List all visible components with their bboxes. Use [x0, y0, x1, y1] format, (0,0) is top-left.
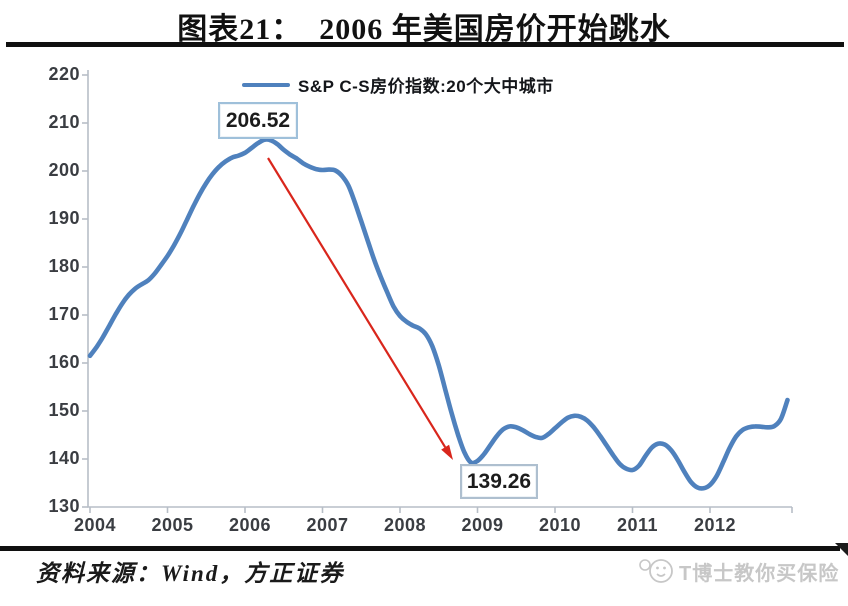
crash-arrow-line: [267, 157, 447, 448]
axes: [87, 70, 792, 508]
price-index-line: [87, 137, 790, 491]
x-tick-label: 2010: [538, 515, 582, 535]
x-tick-label: 2004: [73, 515, 117, 535]
x-tick-label: 2008: [383, 515, 427, 535]
chart-legend: S&P C-S房价指数:20个大中城市: [242, 72, 554, 97]
watermark-logo-icon: [639, 559, 673, 583]
x-tick-label: 2005: [151, 515, 194, 535]
y-tick-label: 130: [48, 496, 80, 516]
corner-artifact: [835, 543, 848, 556]
chart-title: 图表21： 2006 年美国房价开始跳水: [177, 13, 671, 46]
y-tick-label: 150: [48, 400, 80, 420]
peak-value-callout: 206.52: [218, 102, 298, 139]
y-tick-label: 210: [48, 112, 80, 132]
crash-arrow-head: [441, 444, 453, 460]
watermark: T博士教你买保险: [638, 556, 839, 586]
x-tick-label: 2011: [616, 515, 659, 535]
data-source-note: 资料来源：Wind，方正证券: [36, 561, 345, 586]
trough-value-callout: 139.26: [460, 464, 538, 499]
x-tick-label: 2007: [306, 515, 349, 535]
x-tick-label: 2009: [461, 515, 504, 535]
y-tick-label: 200: [48, 160, 80, 180]
y-tick-label: 140: [48, 448, 80, 468]
watermark-text: T博士教你买保险: [679, 562, 840, 585]
y-tick-label: 220: [48, 64, 80, 84]
y-tick-label: 190: [48, 208, 80, 228]
y-tick-label: 170: [48, 304, 80, 324]
y-tick-label: 180: [48, 256, 80, 276]
bottom-divider: [0, 546, 840, 551]
legend-line-marker: [242, 82, 290, 87]
legend-label: S&P C-S房价指数:20个大中城市: [298, 77, 554, 96]
y-tick-label: 160: [48, 352, 80, 372]
x-tick-label: 2006: [228, 515, 272, 535]
x-tick-label: 2012: [693, 515, 737, 535]
top-divider: [6, 42, 844, 47]
